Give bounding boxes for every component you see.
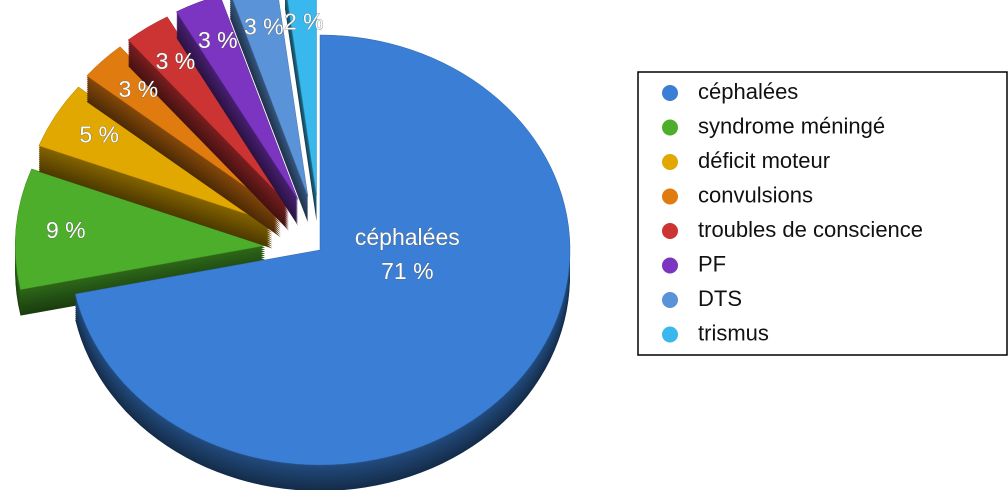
slice-value-label: 3 % xyxy=(118,76,158,102)
legend-box xyxy=(637,71,1008,356)
slice-value-label: 2 % xyxy=(284,9,324,35)
legend-swatch xyxy=(662,257,678,274)
slice-value-label: 3 % xyxy=(244,14,284,40)
legend-swatch xyxy=(662,154,678,170)
slice-value-label: 3 % xyxy=(198,27,238,53)
slice xyxy=(176,0,299,200)
slice-value-label: 3 % xyxy=(156,48,196,74)
slice-side xyxy=(230,0,308,203)
slice xyxy=(232,0,309,197)
slice-side xyxy=(229,0,308,205)
slice-value-label: 9 % xyxy=(46,217,86,243)
slice-side xyxy=(229,0,308,207)
slice-value-label: 5 % xyxy=(79,122,119,148)
legend-swatch xyxy=(662,223,678,239)
slice xyxy=(14,168,266,290)
legend-label: céphalées xyxy=(698,79,798,104)
slice-value-label: 71 % xyxy=(381,258,433,284)
legend-swatch xyxy=(662,119,678,136)
legend-label: déficit moteur xyxy=(698,148,830,173)
slice-side xyxy=(231,0,308,201)
slice-side xyxy=(232,0,308,199)
legend-swatch xyxy=(662,85,678,101)
legend-swatch xyxy=(662,326,678,343)
legend-label: trismus xyxy=(698,320,769,345)
legend-label: DTS xyxy=(698,286,742,311)
legend-label: troubles de conscience xyxy=(698,217,923,242)
slice xyxy=(127,16,290,205)
legend-label: convulsions xyxy=(698,182,813,207)
slice xyxy=(287,0,317,196)
slice xyxy=(74,34,571,466)
legend-swatch xyxy=(662,292,678,308)
legend-label: syndrome méningé xyxy=(698,113,885,138)
legend-label: PF xyxy=(698,251,726,276)
slice-category-label: céphalées xyxy=(355,224,460,250)
legend-swatch xyxy=(662,188,678,205)
